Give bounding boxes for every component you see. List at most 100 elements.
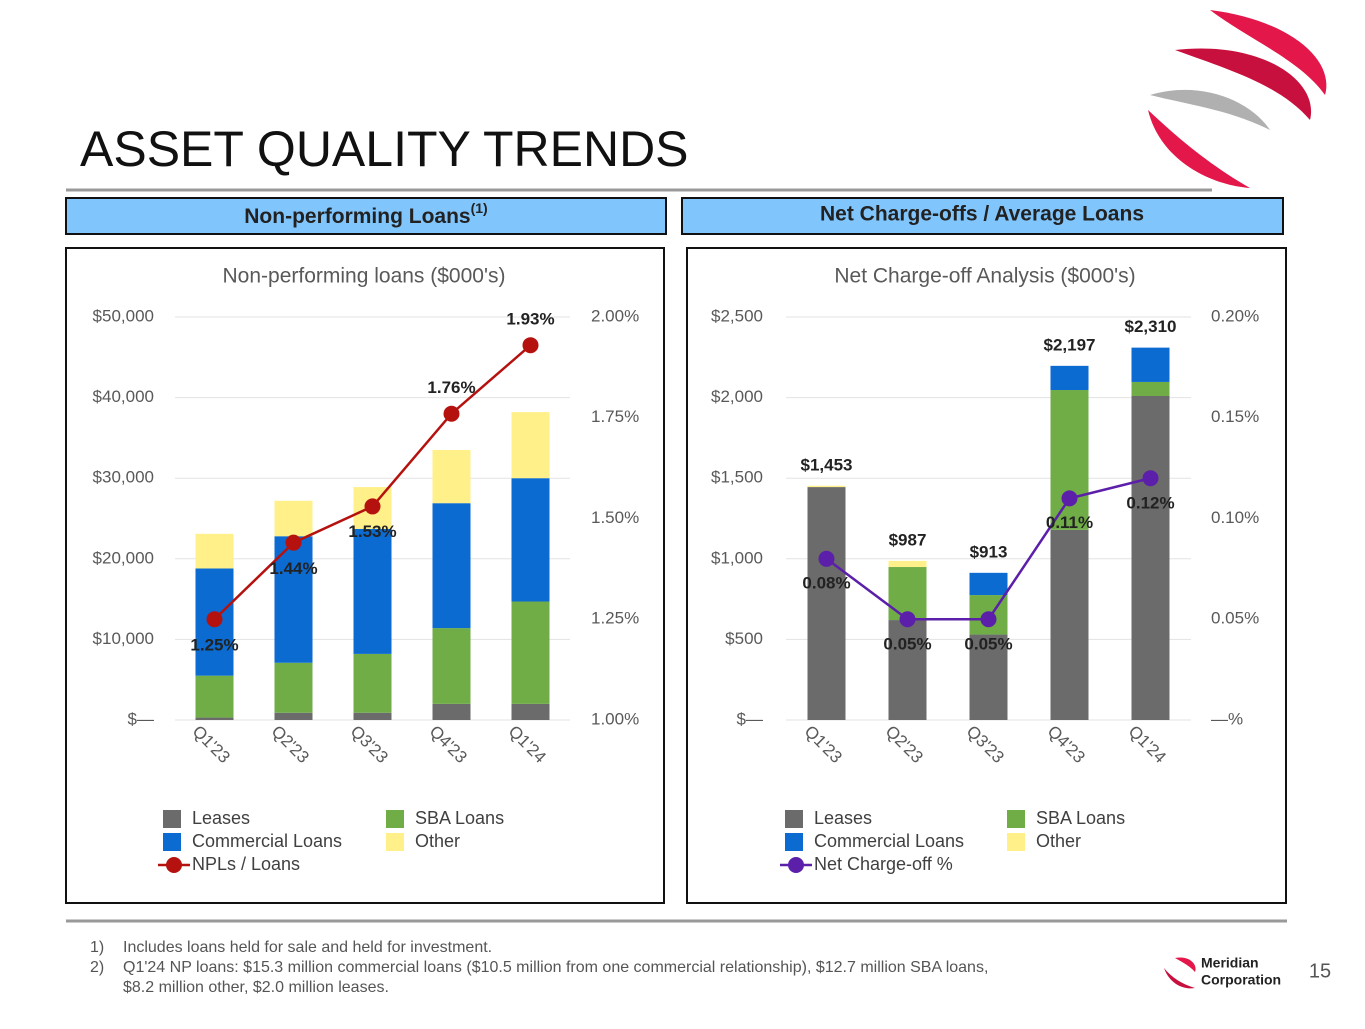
line-point (522, 337, 539, 354)
legend-label: NPLs / Loans (192, 854, 300, 874)
panel-header (681, 197, 1284, 235)
logo-small (1164, 957, 1196, 989)
y-tick-label: $1,000 (711, 548, 763, 567)
legend-marker (166, 857, 182, 873)
footnote: Includes loans held for sale and held fo… (123, 939, 492, 956)
y2-tick-label: 2.00% (591, 306, 639, 325)
data-label: 0.05% (883, 635, 931, 654)
data-label: 1.76% (427, 378, 475, 397)
bar-segment (1131, 347, 1170, 382)
total-label: $913 (970, 542, 1008, 561)
y-tick-label: $2,500 (711, 306, 763, 325)
bar-segment (432, 449, 471, 504)
legend-swatch (386, 833, 404, 851)
line-point (443, 405, 460, 422)
total-label: $2,197 (1044, 335, 1096, 354)
bar-segment (888, 560, 927, 568)
y2-tick-label: 0.20% (1211, 306, 1259, 325)
legend-label: Other (1036, 831, 1081, 851)
bar-segment (195, 675, 234, 718)
bar-segment (1050, 390, 1089, 530)
bar-segment (1131, 395, 1170, 720)
panel-title: Net Charge-offs / Average Loans (820, 203, 1144, 226)
y2-tick-label: 1.50% (591, 508, 639, 527)
bar-segment (432, 628, 471, 704)
total-label: $987 (889, 530, 927, 549)
superscript: (1) (471, 200, 488, 216)
y-tick-label: $50,000 (93, 306, 154, 325)
footnote-marker: 1) (90, 939, 104, 956)
data-label: 0.05% (964, 635, 1012, 654)
bar-segment (969, 634, 1008, 720)
legend-label: SBA Loans (415, 808, 504, 828)
legend-label: Other (415, 831, 460, 851)
y2-tick-label: 0.05% (1211, 609, 1259, 628)
y2-tick-label: 0.10% (1211, 508, 1259, 527)
y-tick-label: $1,500 (711, 468, 763, 487)
legend-swatch (785, 810, 803, 828)
bar-segment (1050, 529, 1089, 720)
legend-label: Commercial Loans (192, 831, 342, 851)
footnote: $8.2 million other, $2.0 million leases. (123, 979, 389, 996)
panel-header (65, 197, 667, 235)
y-tick-label: $500 (725, 629, 763, 648)
y2-tick-label: 1.25% (591, 609, 639, 628)
legend-swatch (386, 810, 404, 828)
chart-title: Net Charge-off Analysis ($000's) (834, 265, 1135, 288)
logo-mark (1148, 10, 1327, 188)
bar-segment (353, 653, 392, 713)
total-label: $2,310 (1125, 317, 1177, 336)
y-tick-label: $— (737, 709, 763, 728)
legend-label: Leases (814, 808, 872, 828)
bar-segment (807, 485, 846, 488)
line-point (980, 611, 997, 628)
total-label: $1,453 (801, 455, 853, 474)
legend-swatch (785, 833, 803, 851)
data-label: 1.93% (506, 310, 554, 329)
bar-segment (274, 712, 313, 720)
legend-swatch (1007, 810, 1025, 828)
data-label: 0.12% (1126, 494, 1174, 513)
panel-title: Non-performing Loans(1) (244, 200, 487, 228)
bar-segment (432, 703, 471, 720)
bar-segment (353, 712, 392, 720)
legend-label: SBA Loans (1036, 808, 1125, 828)
data-label: 0.11% (1046, 513, 1093, 532)
data-label: 1.44% (269, 559, 317, 578)
y-tick-label: $20,000 (93, 548, 154, 567)
y-tick-label: $— (128, 709, 154, 728)
legend-label: Leases (192, 808, 250, 828)
y2-tick-label: 0.15% (1211, 407, 1259, 426)
bar-segment (511, 478, 550, 602)
bar-segment (888, 620, 927, 720)
bar-segment (511, 601, 550, 704)
line-point (1142, 470, 1159, 487)
line-point (1061, 490, 1078, 507)
legend-marker (788, 857, 804, 873)
bar-segment (969, 572, 1008, 596)
logo-text: Meridian (1201, 955, 1259, 971)
bar-segment (1050, 365, 1089, 391)
bar-segment (511, 412, 550, 479)
panel-title-text: Non-performing Loans (244, 205, 470, 228)
page-number: 15 (1309, 960, 1331, 982)
legend-label: Net Charge-off % (814, 854, 953, 874)
slide-title: ASSET QUALITY TRENDS (80, 121, 689, 177)
legend-swatch (1007, 833, 1025, 851)
bar-segment (274, 536, 313, 663)
bar-segment (353, 528, 392, 654)
data-label: 1.25% (190, 636, 238, 655)
bar-segment (274, 500, 313, 537)
bar-segment (195, 533, 234, 569)
bar-segment (1131, 381, 1170, 396)
bar-segment (274, 662, 313, 713)
line-point (285, 534, 302, 551)
bar-segment (195, 717, 234, 720)
y-tick-label: $2,000 (711, 387, 763, 406)
bar-segment (432, 503, 471, 629)
chart-title: Non-performing loans ($000's) (223, 265, 506, 288)
line-point (818, 550, 835, 567)
line-point (206, 611, 223, 628)
y-tick-label: $40,000 (93, 387, 154, 406)
footnote-marker: 2) (90, 959, 104, 976)
